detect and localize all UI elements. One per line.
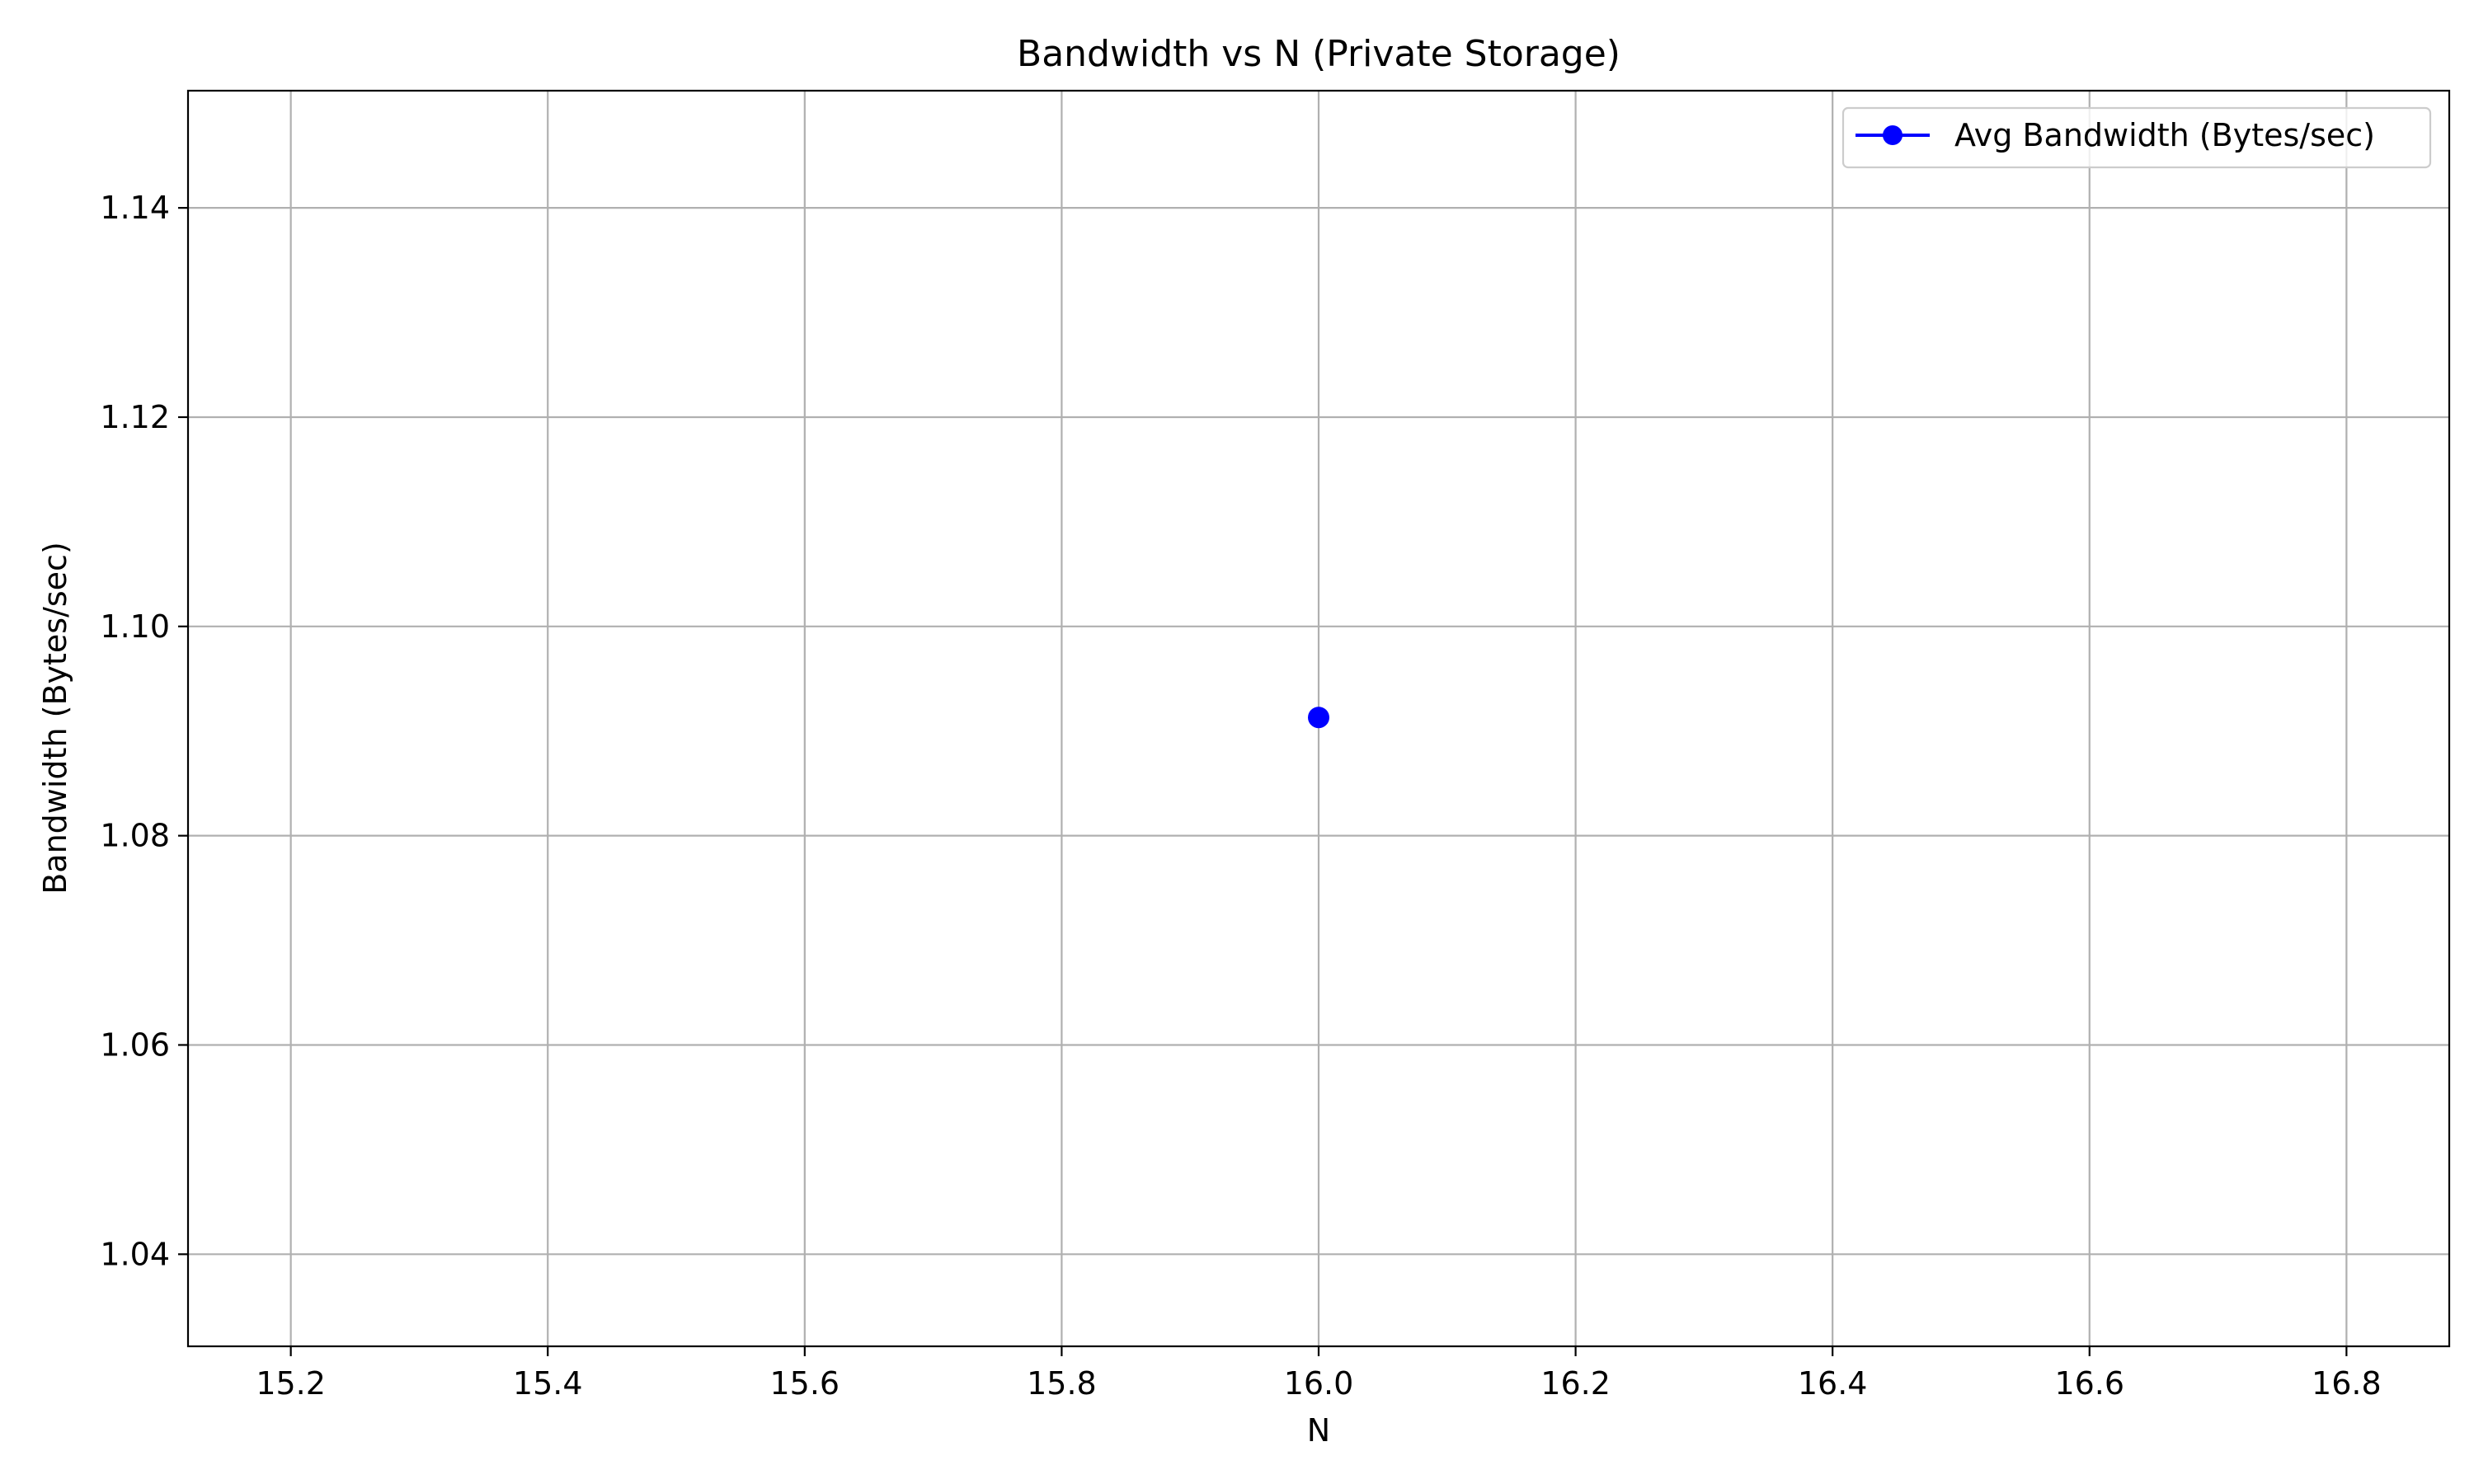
y-tick-label: 1.12 <box>100 399 170 435</box>
x-tick-label: 16.2 <box>1540 1365 1611 1402</box>
legend-circle-marker <box>1883 125 1903 145</box>
y-axis: 1.04 1.06 1.08 1.10 1.12 1.14 <box>100 190 188 1272</box>
x-tick-label: 15.2 <box>256 1365 326 1402</box>
x-tick-label: 16.4 <box>1798 1365 1868 1402</box>
y-tick-label: 1.06 <box>100 1026 170 1063</box>
legend-box <box>1841 106 2432 169</box>
y-tick-label: 1.04 <box>100 1236 170 1272</box>
x-axis: 15.2 15.4 15.6 15.8 16.0 16.2 16.4 16.6 16.8 <box>256 1346 2382 1402</box>
x-tick-label: 15.4 <box>513 1365 583 1402</box>
data-point <box>1308 707 1329 729</box>
grid <box>188 91 2449 1346</box>
legend: Avg Bandwidth (Bytes/sec) <box>1841 106 2432 169</box>
series-layer <box>1308 707 1329 729</box>
y-tick-label: 1.14 <box>100 190 170 226</box>
legend-entry-label: Avg Bandwidth (Bytes/sec) <box>1954 117 2375 153</box>
chart-title: Bandwidth vs N (Private Storage) <box>1017 33 1620 75</box>
x-tick-label: 15.8 <box>1027 1365 1097 1402</box>
x-tick-label: 16.8 <box>2312 1365 2382 1402</box>
x-axis-label: N <box>1307 1412 1330 1449</box>
y-axis-label: Bandwidth (Bytes/sec) <box>37 542 73 895</box>
y-tick-label: 1.08 <box>100 818 170 854</box>
x-tick-label: 16.6 <box>2054 1365 2124 1402</box>
x-tick-label: 16.0 <box>1284 1365 1354 1402</box>
x-tick-label: 15.6 <box>770 1365 840 1402</box>
y-tick-label: 1.10 <box>100 608 170 645</box>
